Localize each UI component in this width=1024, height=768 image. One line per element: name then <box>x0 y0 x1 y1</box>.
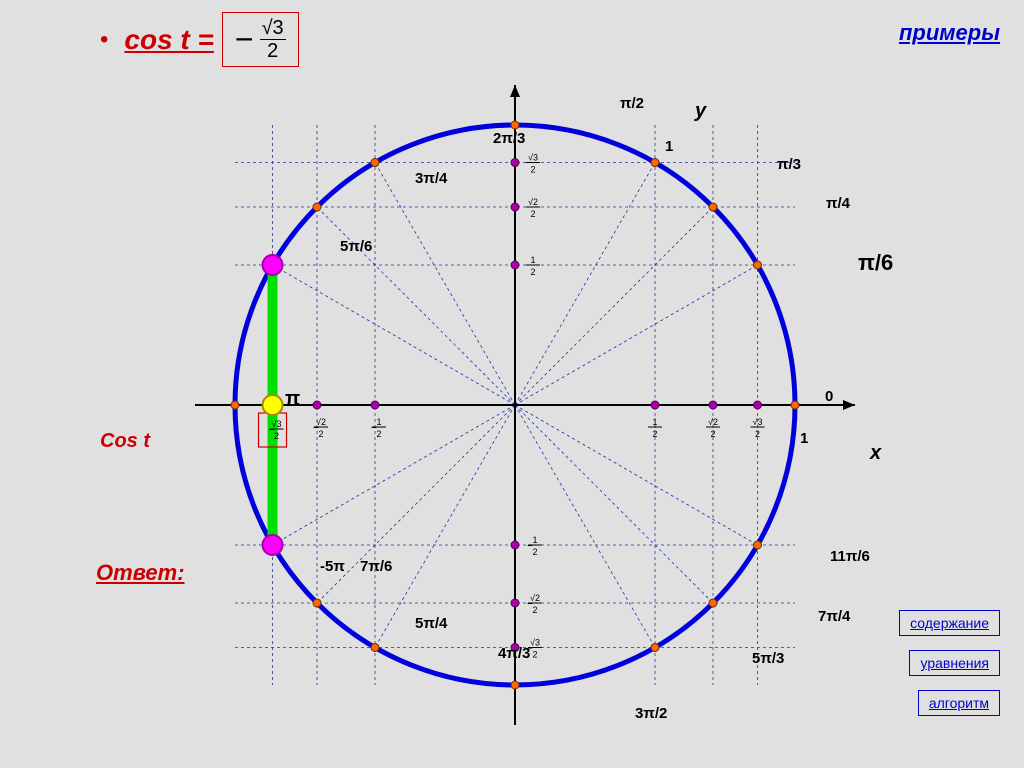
svg-text:1: 1 <box>532 535 537 545</box>
svg-text:1: 1 <box>376 417 381 427</box>
examples-link[interactable]: примеры <box>899 20 1000 46</box>
lbl-3pi4: 3π/4 <box>415 170 447 187</box>
algorithm-button[interactable]: алгоритм <box>918 690 1000 716</box>
lbl-1top: 1 <box>665 138 673 155</box>
lbl-2pi3: 2π/3 <box>493 130 525 147</box>
lbl-pi4: π/4 <box>826 195 850 212</box>
lbl-5pi4: 5π/4 <box>415 615 447 632</box>
svg-text:1: 1 <box>530 255 535 265</box>
svg-text:1: 1 <box>652 417 657 427</box>
lbl-5pi6: 5π/6 <box>340 238 372 255</box>
lbl-n5pi: -5π <box>320 558 345 575</box>
svg-text:√3: √3 <box>272 419 282 429</box>
svg-text:√2: √2 <box>530 593 540 603</box>
equation-value: − √3 2 <box>222 12 299 67</box>
svg-text:2: 2 <box>710 429 715 439</box>
equation: • cos t = − √3 2 <box>100 12 299 67</box>
lbl-pi2: π/2 <box>620 95 644 112</box>
svg-text:2: 2 <box>376 429 381 439</box>
lbl-pi: π <box>285 388 300 411</box>
lbl-zero: 0 <box>825 388 833 405</box>
svg-text:2: 2 <box>532 547 537 557</box>
svg-text:√3: √3 <box>528 153 538 163</box>
bullet-icon: • <box>100 26 108 54</box>
x-axis-label: x <box>870 442 881 465</box>
equations-button[interactable]: уравнения <box>909 650 1000 676</box>
svg-text:2: 2 <box>532 605 537 615</box>
svg-text:√3: √3 <box>530 637 540 647</box>
svg-text:2: 2 <box>532 649 537 659</box>
svg-text:2: 2 <box>274 431 279 441</box>
svg-text:2: 2 <box>530 165 535 175</box>
svg-text:√3: √3 <box>753 417 763 427</box>
svg-text:2: 2 <box>319 429 324 439</box>
svg-text:√2: √2 <box>528 197 538 207</box>
lbl-3pi2: 3π/2 <box>635 705 667 722</box>
lbl-5pi3: 5π/3 <box>752 650 784 667</box>
svg-text:2: 2 <box>652 429 657 439</box>
lbl-4pi3: 4π/3 <box>498 645 530 662</box>
contents-button[interactable]: содержание <box>899 610 1000 636</box>
svg-text:√2: √2 <box>708 417 718 427</box>
svg-text:√2: √2 <box>316 417 326 427</box>
lbl-one: 1 <box>800 430 808 447</box>
svg-text:2: 2 <box>755 429 760 439</box>
lbl-7pi6: 7π/6 <box>360 558 392 575</box>
lbl-7pi4: 7π/4 <box>818 608 850 625</box>
svg-text:2: 2 <box>530 209 535 219</box>
lbl-pi3: π/3 <box>777 156 801 173</box>
lbl-pi6: π/6 <box>858 250 893 276</box>
equation-label: cos t = <box>124 24 213 56</box>
svg-text:2: 2 <box>530 267 535 277</box>
y-axis-label: y <box>695 100 706 123</box>
lbl-11pi6: 11π/6 <box>830 548 870 565</box>
